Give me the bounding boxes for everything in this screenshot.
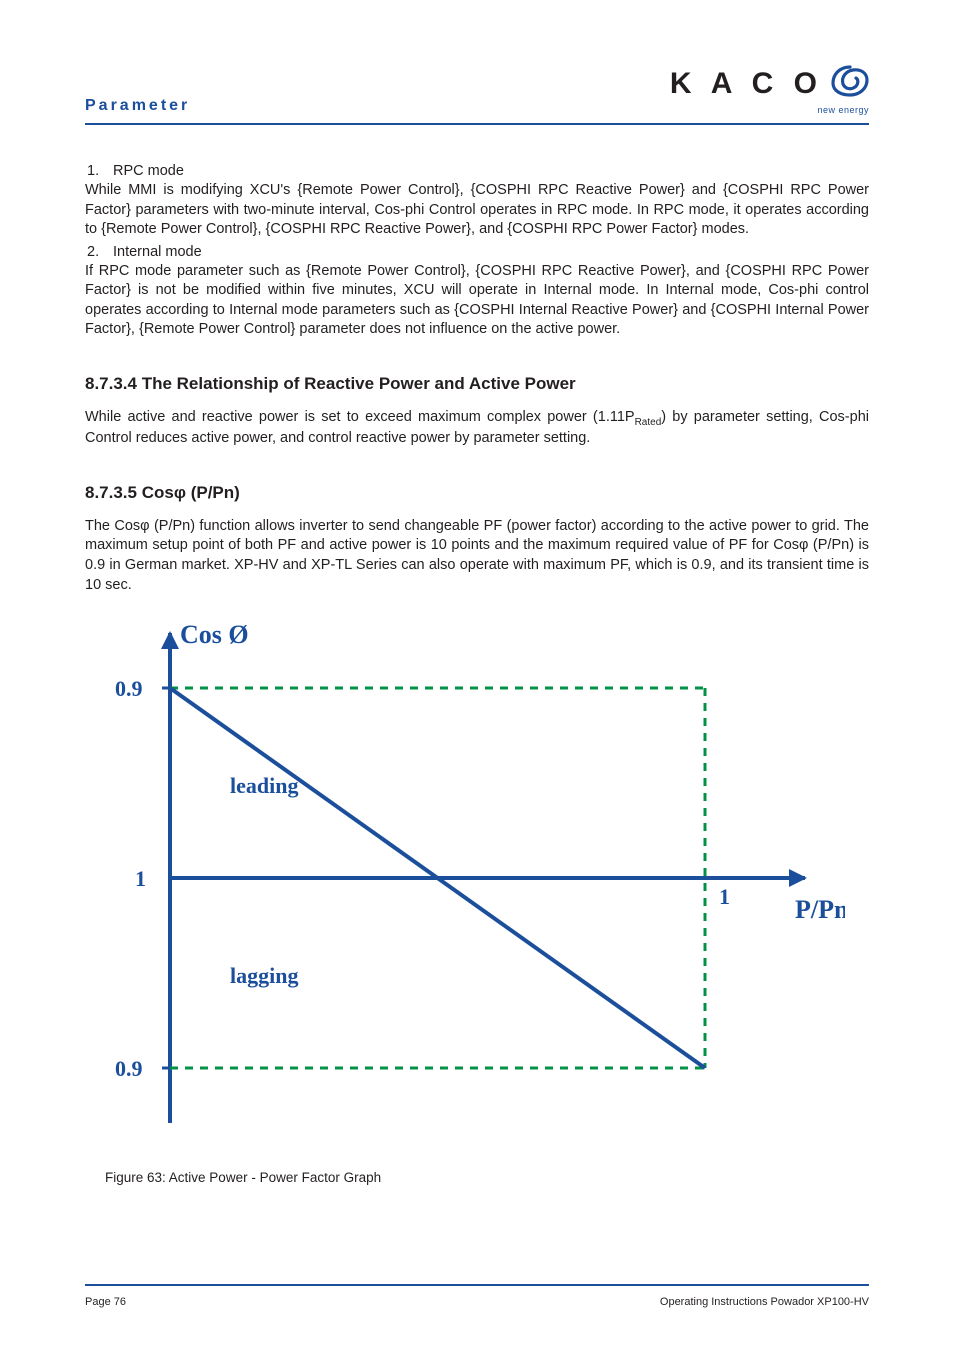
paragraph-relationship: While active and reactive power is set t… xyxy=(85,408,869,449)
svg-text:1: 1 xyxy=(135,866,146,891)
subheading-8734: 8.7.3.4 The Relationship of Reactive Pow… xyxy=(85,374,869,394)
svg-text:leading: leading xyxy=(230,773,298,798)
figure-caption: Figure 63: Active Power - Power Factor G… xyxy=(105,1170,869,1185)
cosphi-chart: Cos Ø P/Pn 0.9 1 0.9 1 leading lagging xyxy=(85,613,845,1143)
paragraph-cosphi: The Cosφ (P/Pn) function allows inverter… xyxy=(85,517,869,595)
page-number: Page 76 xyxy=(85,1296,126,1308)
paragraph-rpc: While MMI is modifying XCU's {Remote Pow… xyxy=(85,181,869,240)
logo-text: K A C O xyxy=(670,67,823,101)
svg-text:0.9: 0.9 xyxy=(115,676,143,701)
svg-text:1: 1 xyxy=(719,884,730,909)
section-label: Parameter xyxy=(85,97,190,115)
svg-text:Cos Ø: Cos Ø xyxy=(180,620,249,649)
svg-text:lagging: lagging xyxy=(230,963,298,988)
figure-63: Cos Ø P/Pn 0.9 1 0.9 1 leading lagging Figure 6… xyxy=(85,613,869,1185)
svg-text:0.9: 0.9 xyxy=(115,1056,143,1081)
paragraph-internal: If RPC mode parameter such as {Remote Po… xyxy=(85,262,869,340)
doc-title: Operating Instructions Powador XP100-HV xyxy=(660,1296,869,1308)
subheading-8735: 8.7.3.5 Cosφ (P/Pn) xyxy=(85,483,869,503)
header: Parameter K A C O new energy xyxy=(85,65,869,125)
footer: Page 76 Operating Instructions Powador X… xyxy=(85,1284,869,1308)
list-item-1: 1.RPC mode xyxy=(85,163,869,179)
svg-text:P/Pn: P/Pn xyxy=(795,895,845,924)
list-item-2: 2.Internal mode xyxy=(85,244,869,260)
swirl-icon xyxy=(831,65,869,102)
logo-tagline: new energy xyxy=(670,105,869,115)
logo: K A C O new energy xyxy=(670,65,869,115)
